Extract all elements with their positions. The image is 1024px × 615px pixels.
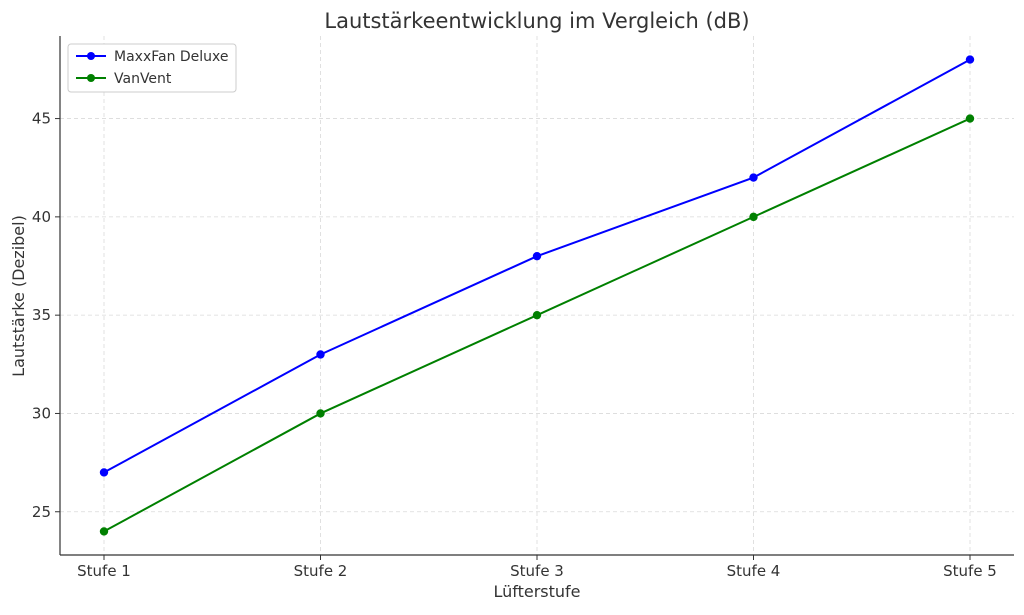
- data-point: [99, 527, 109, 536]
- data-point: [965, 55, 975, 64]
- x-tick-label: Stufe 3: [510, 562, 564, 580]
- y-tick-label: 40: [32, 208, 51, 226]
- legend-marker-1: [87, 52, 95, 60]
- data-point: [965, 114, 975, 123]
- data-point: [316, 409, 325, 418]
- data-point: [749, 212, 758, 222]
- y-tick-label: 30: [32, 404, 51, 422]
- legend: MaxxFan Deluxe VanVent: [67, 43, 237, 93]
- tick-labels: Stufe 1 Stufe 2 Stufe 3 Stufe 4 Stufe 5 25 30 3…: [32, 110, 997, 580]
- y-tick-label: 25: [32, 503, 51, 521]
- x-tick-label: Stufe 2: [294, 562, 348, 580]
- x-axis-label: Lüfterstufe: [493, 582, 580, 601]
- y-axis-label: Lautstärke (Dezibel): [9, 215, 28, 377]
- legend-label-1: MaxxFan Deluxe: [114, 49, 229, 65]
- data-point: [99, 468, 109, 477]
- legend-label-2: VanVent: [114, 71, 172, 87]
- x-tick-label: Stufe 4: [727, 562, 781, 580]
- data-point: [749, 173, 758, 182]
- data-point: [316, 350, 325, 359]
- x-tick-label: Stufe 1: [77, 562, 131, 580]
- chart-title: Lautstärkeentwicklung im Vergleich (dB): [324, 9, 749, 33]
- y-tick-label: 45: [32, 110, 51, 128]
- legend-marker-2: [87, 74, 95, 82]
- data-point: [532, 310, 542, 320]
- y-tick-label: 35: [32, 306, 51, 324]
- legend-box: [67, 43, 237, 93]
- data-point: [532, 251, 542, 261]
- x-tick-label: Stufe 5: [943, 562, 997, 580]
- series-lines: [99, 55, 975, 536]
